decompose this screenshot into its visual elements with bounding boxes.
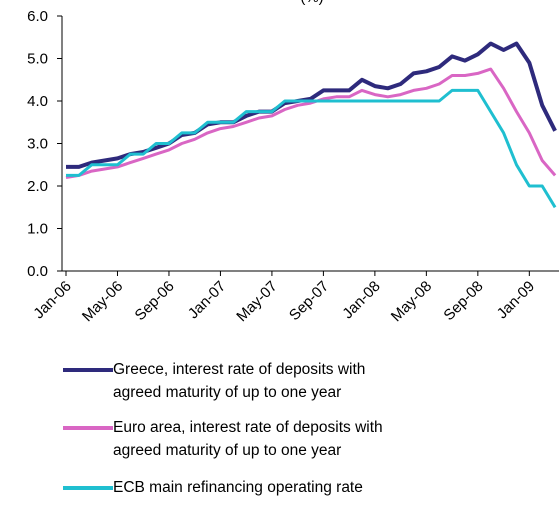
x-tick-label: Jan-09 (494, 278, 538, 322)
series-line (66, 41, 557, 169)
y-tick-label: 6.0 (27, 8, 48, 25)
legend-entry: Euro area, interest rate of deposits wit… (63, 416, 443, 462)
chart: (%) 0.01.02.03.04.05.06.0Jan-06May-06Sep… (27, 0, 559, 325)
y-tick-label: 1.0 (27, 221, 48, 238)
series-line (66, 88, 557, 209)
chart-title: (%) (300, 0, 323, 6)
legend-label: Euro area, interest rate of deposits wit… (113, 419, 383, 459)
x-tick-label: Jan-06 (30, 278, 74, 322)
x-tick-label: Jan-07 (185, 278, 229, 322)
legend-entry: Greece, interest rate of deposits with a… (63, 358, 443, 404)
series-line (65, 67, 557, 179)
legend-swatch (63, 486, 113, 490)
legend-label: ECB main refinancing operating rate (113, 479, 363, 496)
y-tick-label: 4.0 (27, 93, 48, 110)
y-tick-label: 5.0 (27, 51, 48, 68)
x-tick-label: Jan-08 (339, 278, 383, 322)
x-tick-label: May-07 (233, 278, 280, 325)
legend-label: Greece, interest rate of deposits with a… (113, 361, 366, 401)
legend-swatch (63, 368, 113, 372)
x-tick-label: May-08 (388, 278, 435, 325)
x-tick-label: Sep-08 (440, 278, 486, 324)
x-tick-label: Sep-07 (286, 278, 332, 324)
y-tick-label: 3.0 (27, 136, 48, 153)
x-tick-label: May-06 (79, 278, 126, 325)
legend-swatch (63, 426, 113, 430)
legend-entry: ECB main refinancing operating rate (63, 476, 443, 499)
y-tick-label: 2.0 (27, 178, 48, 195)
x-tick-label: Sep-06 (132, 278, 178, 324)
y-tick-label: 0.0 (27, 263, 48, 280)
